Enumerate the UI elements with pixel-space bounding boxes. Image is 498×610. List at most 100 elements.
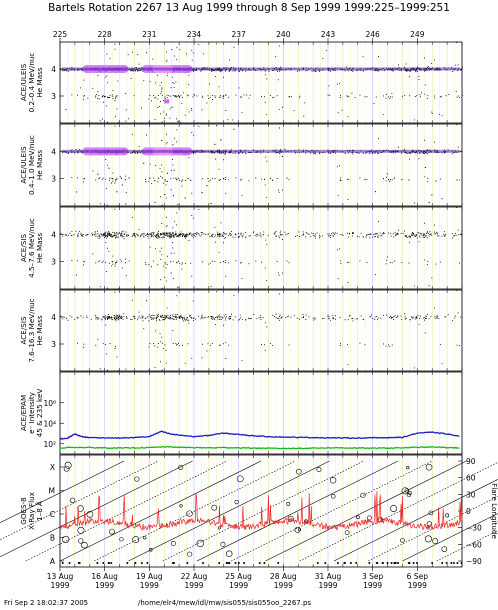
scatter-point — [122, 236, 124, 238]
scatter-point — [288, 96, 290, 98]
scatter-point — [461, 69, 463, 70]
scatter-point — [119, 259, 121, 261]
scatter-point — [158, 95, 159, 96]
scatter-point — [188, 322, 190, 324]
scatter-point — [232, 152, 234, 154]
scatter-point — [114, 291, 116, 293]
flare-tick — [126, 562, 129, 564]
scatter-point — [260, 317, 262, 318]
scatter-point — [218, 234, 220, 236]
scatter-point — [266, 243, 268, 245]
scatter-point — [120, 233, 122, 234]
scatter-point — [211, 152, 213, 154]
scatter-point — [159, 237, 161, 239]
scatter-point — [217, 233, 219, 235]
scatter-point — [131, 216, 133, 218]
scatter-point — [178, 343, 179, 344]
scatter-point — [298, 231, 300, 233]
scatter-point — [131, 70, 133, 72]
scatter-point — [148, 237, 150, 239]
scatter-point — [223, 236, 224, 237]
scatter-point — [62, 235, 64, 237]
scatter-point — [117, 232, 119, 234]
scatter-point — [100, 233, 102, 234]
scatter-point — [347, 116, 349, 117]
scatter-point — [118, 370, 120, 372]
scatter-point — [196, 95, 198, 97]
scatter-point — [431, 113, 433, 114]
scatter-point — [191, 357, 193, 359]
scatter-point — [87, 97, 89, 99]
scatter-point — [165, 362, 167, 364]
scatter-point — [395, 233, 397, 235]
scatter-point — [83, 261, 85, 263]
scatter-point — [64, 316, 66, 318]
scatter-point — [229, 59, 230, 61]
scatter-point — [195, 318, 197, 320]
scatter-point — [65, 233, 67, 235]
scatter-point — [336, 83, 338, 85]
flare-marker — [297, 527, 302, 532]
scatter-point — [161, 342, 163, 344]
scatter-point — [101, 235, 103, 237]
scatter-point — [434, 316, 436, 318]
scatter-point — [135, 236, 136, 238]
scatter-point — [164, 96, 166, 98]
scatter-point — [163, 182, 165, 184]
scatter-point — [187, 178, 189, 179]
scatter-point — [444, 235, 446, 237]
scatter-point — [445, 233, 447, 235]
scatter-point — [107, 236, 108, 238]
scatter-point — [216, 43, 218, 45]
scatter-point — [330, 70, 331, 72]
scatter-point — [186, 234, 187, 236]
scatter-point — [452, 320, 454, 322]
date-label: 25 Aug — [225, 572, 252, 581]
scatter-point — [395, 234, 397, 236]
scatter-point — [164, 233, 166, 235]
scatter-point — [172, 164, 174, 166]
scatter-point — [310, 152, 312, 154]
scatter-point — [265, 156, 267, 158]
footer-path: /home/elr4/mew/idl/mw/sis055/sis055oo_22… — [138, 599, 311, 607]
scatter-point — [92, 253, 94, 255]
scatter-point — [319, 236, 321, 237]
scatter-point — [163, 236, 164, 238]
scatter-point — [220, 235, 222, 237]
scatter-point — [217, 70, 219, 71]
scatter-point — [278, 45, 280, 47]
scatter-point — [161, 233, 163, 235]
scatter-point — [396, 233, 398, 235]
scatter-point — [80, 315, 82, 317]
scatter-point — [303, 115, 305, 117]
scatter-point — [274, 316, 275, 317]
scatter-point — [172, 343, 174, 344]
scatter-point — [109, 179, 110, 181]
scatter-point — [211, 177, 213, 179]
scatter-point — [295, 236, 296, 237]
scatter-point — [103, 96, 105, 98]
scatter-point — [330, 233, 332, 235]
scatter-point — [105, 324, 107, 326]
scatter-point — [186, 318, 188, 320]
panel-frame — [59, 371, 463, 455]
scatter-point — [170, 189, 172, 191]
scatter-point — [381, 235, 383, 237]
scatter-point — [106, 204, 108, 206]
scatter-point — [443, 234, 445, 235]
flare-tick — [243, 562, 246, 564]
scatter-point — [77, 234, 78, 236]
scatter-point — [144, 318, 146, 319]
scatter-point — [192, 217, 194, 219]
scatter-point — [188, 74, 190, 76]
scatter-point — [385, 263, 387, 265]
scatter-point — [116, 231, 118, 233]
scatter-point — [137, 70, 139, 72]
scatter-point — [424, 70, 425, 72]
scatter-point — [332, 232, 334, 234]
scatter-point — [152, 318, 154, 320]
scatter-point — [99, 234, 101, 236]
scatter-point — [220, 262, 221, 264]
scatter-point — [125, 192, 127, 194]
scatter-point — [182, 262, 183, 264]
